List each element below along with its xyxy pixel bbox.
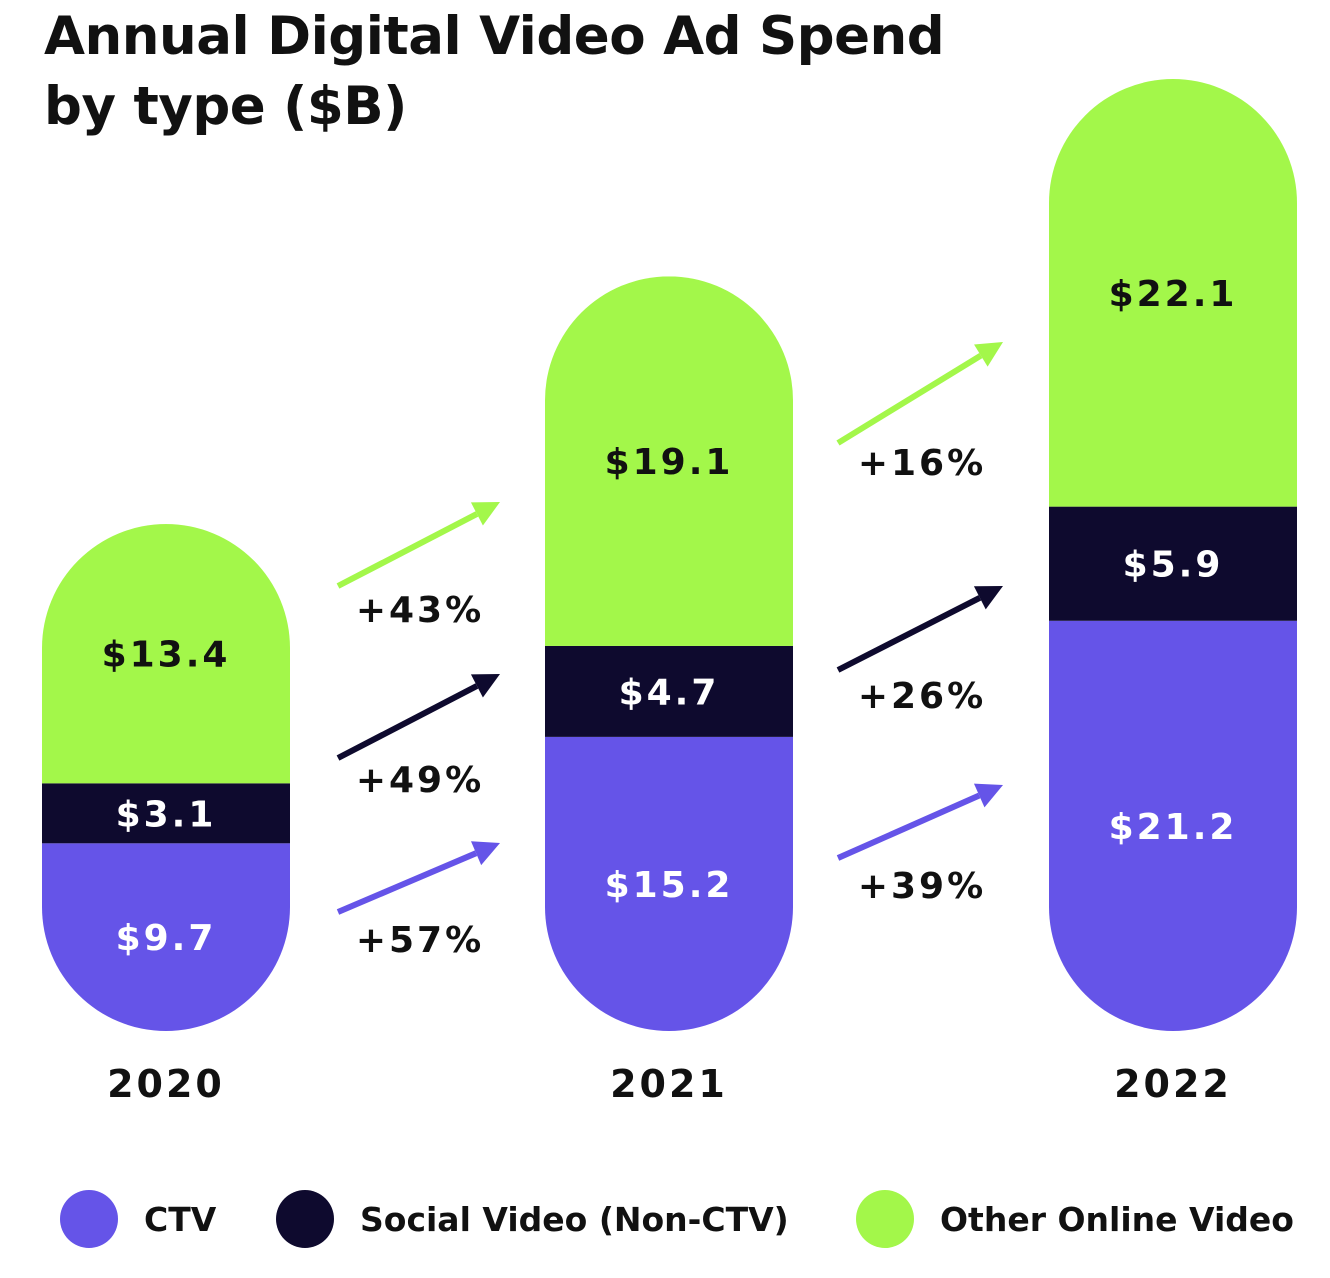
growth-label-other-2021: +43% — [356, 590, 484, 631]
bar-2021 — [545, 276, 793, 1031]
growth-arrow-other-2021 — [336, 511, 479, 589]
legend-swatch-social-video — [276, 1190, 334, 1248]
bar-segment-other-2021 — [545, 276, 793, 646]
value-label-ctv-2020: $9.7 — [116, 918, 217, 959]
growth-arrowhead-other-2022 — [974, 342, 1003, 367]
value-label-social-2020: $3.1 — [116, 794, 217, 835]
growth-label-social-2021: +49% — [356, 760, 484, 801]
growth-arrow-ctv-2021 — [336, 850, 478, 915]
growth-arrowhead-ctv-2021 — [470, 841, 500, 866]
growth-arrow-other-2022 — [836, 353, 983, 446]
growth-arrowhead-social-2022 — [973, 586, 1003, 610]
value-label-social-2021: $4.7 — [619, 672, 720, 713]
bar-segment-other-2022 — [1049, 79, 1297, 507]
chart-title: Annual Digital Video Ad Spend by type ($… — [44, 2, 945, 142]
value-label-ctv-2021: $15.2 — [605, 865, 734, 906]
bar-segment-other-2020 — [42, 524, 290, 784]
chart-title-line-1: Annual Digital Video Ad Spend — [44, 6, 945, 67]
bar-segment-ctv-2022 — [1049, 620, 1297, 1031]
bar-segment-social-2021 — [545, 645, 793, 737]
legend-label-ctv: CTV — [144, 1199, 217, 1239]
legend-item-ctv: CTV — [60, 1190, 216, 1248]
bar-2022 — [1049, 79, 1297, 1031]
growth-label-ctv-2022: +39% — [858, 866, 986, 907]
growth-label-other-2022: +16% — [858, 443, 986, 484]
bar-segment-social-2020 — [42, 783, 290, 844]
legend-item-other-online-video: Other Online Video — [856, 1190, 1294, 1248]
legend-item-social-video: Social Video (Non-CTV) — [276, 1190, 789, 1248]
category-label-2022: 2022 — [1114, 1062, 1232, 1106]
chart-title-line-2: by type ($B) — [44, 76, 407, 137]
bar-segment-ctv-2021 — [545, 736, 793, 1031]
value-label-other-2022: $22.1 — [1109, 274, 1238, 315]
legend-label-other-online-video: Other Online Video — [940, 1199, 1294, 1239]
bar-segment-social-2022 — [1049, 506, 1297, 621]
legend: CTV Social Video (Non-CTV) Other Online … — [0, 1190, 1330, 1250]
value-label-other-2021: $19.1 — [605, 442, 734, 483]
value-label-other-2020: $13.4 — [102, 635, 231, 676]
growth-arrow-social-2021 — [336, 683, 479, 761]
stacked-pill-chart: $9.7 $3.1 $13.4 2020 $15.2 $4.7 $19.1 2021 $21.2… — [42, 79, 1297, 1106]
growth-arrow-social-2022 — [836, 595, 982, 673]
growth-label-social-2022: +26% — [858, 676, 986, 717]
value-label-ctv-2022: $21.2 — [1109, 807, 1238, 848]
growth-arrowhead-other-2021 — [470, 502, 500, 526]
bar-2020 — [42, 524, 290, 1031]
value-label-social-2022: $5.9 — [1123, 545, 1224, 586]
legend-swatch-ctv — [60, 1190, 118, 1248]
growth-arrowhead-ctv-2022 — [973, 783, 1003, 808]
category-label-2020: 2020 — [107, 1062, 225, 1106]
growth-arrowhead-social-2021 — [470, 674, 500, 698]
legend-label-social-video: Social Video (Non-CTV) — [360, 1199, 789, 1239]
category-label-2021: 2021 — [610, 1062, 728, 1106]
legend-swatch-other-online-video — [856, 1190, 914, 1248]
growth-label-ctv-2021: +57% — [356, 920, 484, 961]
growth-arrow-ctv-2022 — [836, 792, 981, 861]
